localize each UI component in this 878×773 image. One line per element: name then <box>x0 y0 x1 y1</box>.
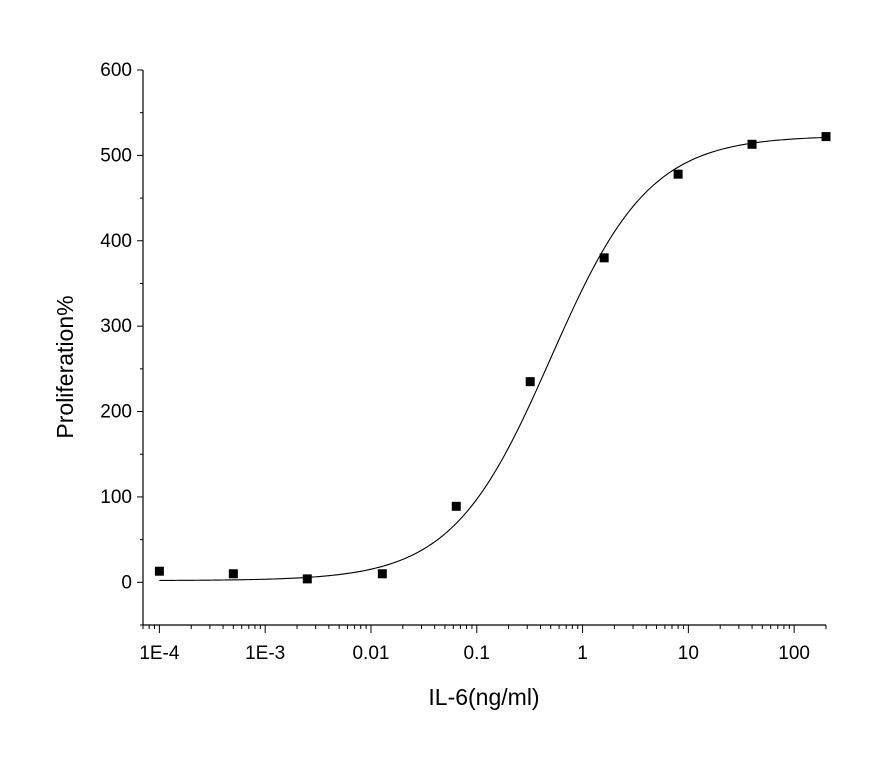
data-point <box>451 501 461 511</box>
x-tick-label: 0.1 <box>464 643 490 664</box>
data-point <box>599 253 609 263</box>
data-point <box>747 139 757 149</box>
axes: 0 100 200 300 400 500 600 1E-4 1E-3 0.01 0.1 1 10 100 <box>100 60 827 664</box>
data-point <box>377 569 387 579</box>
y-tick-label: 100 <box>100 487 132 508</box>
data-point <box>673 169 683 179</box>
y-tick-label: 200 <box>100 402 132 423</box>
data-point <box>302 574 312 584</box>
fit-curve-layer <box>159 136 827 581</box>
x-tick-label: 1E-3 <box>245 643 285 664</box>
data-points-layer <box>154 132 831 584</box>
x-tick-label: 10 <box>678 643 699 664</box>
x-tick-label: 1E-4 <box>139 643 180 664</box>
data-point <box>821 132 831 142</box>
y-tick-label: 600 <box>100 60 132 81</box>
x-tick-label: 100 <box>778 643 810 664</box>
data-point <box>525 377 535 387</box>
data-point <box>228 569 238 579</box>
data-point <box>154 566 164 576</box>
x-axis-title: IL-6(ng/ml) <box>428 684 539 710</box>
y-tick-label: 0 <box>121 572 132 593</box>
fit-curve <box>159 136 827 581</box>
y-axis-title: Proliferation% <box>52 295 78 438</box>
y-tick-label: 400 <box>100 231 132 252</box>
x-tick-label: 1 <box>577 643 588 664</box>
y-tick-label: 300 <box>100 316 132 337</box>
x-tick-label: 0.01 <box>352 643 389 664</box>
y-tick-label: 500 <box>100 145 132 166</box>
